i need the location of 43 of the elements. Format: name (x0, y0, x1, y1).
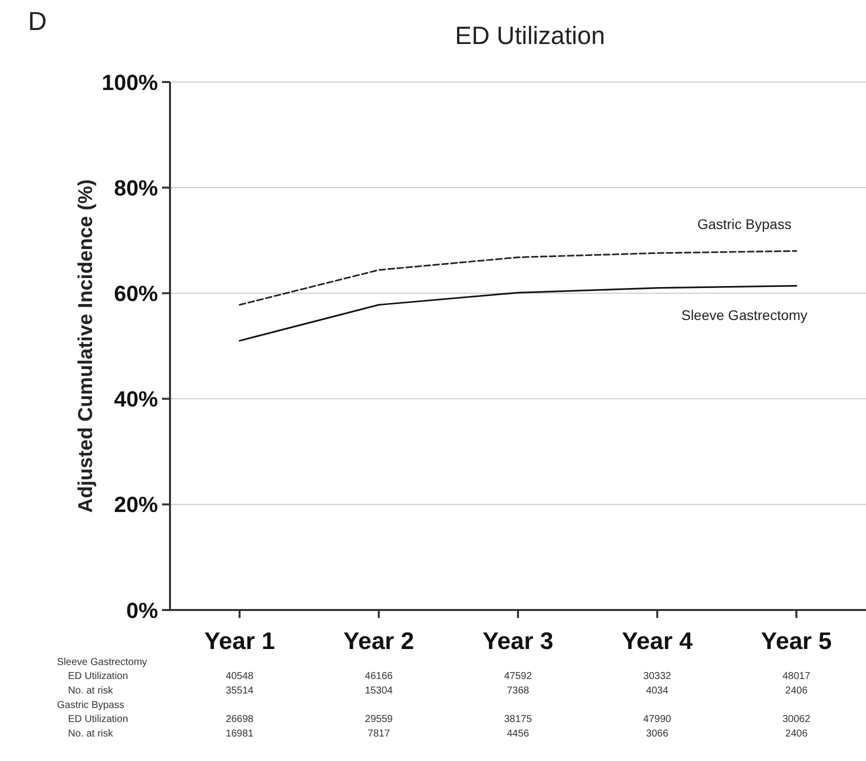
chart-title: ED Utilization (454, 22, 606, 50)
text: Gastric Bypass (57, 700, 124, 711)
text: 30062 (782, 714, 811, 725)
text: ED Utilization (68, 671, 128, 682)
y-tick-label: 60% (114, 281, 158, 306)
x-tick-label: Year 1 (204, 628, 275, 656)
x-tick-label: Year 4 (622, 628, 694, 656)
series-label: Sleeve Gastrectomy (681, 306, 808, 323)
text: 2406 (785, 686, 808, 696)
text: Sleeve Gastrectomy (57, 657, 148, 668)
y-tick-label: 20% (114, 492, 158, 518)
text: 16981 (226, 728, 254, 740)
y-tick-label: 40% (114, 386, 158, 412)
text: 3066 (646, 728, 669, 740)
text: 35514 (226, 686, 254, 696)
text: 30332 (643, 671, 672, 682)
line-series (238, 250, 798, 306)
text: 38175 (504, 714, 532, 725)
text: 46166 (364, 671, 394, 682)
text: D (28, 6, 47, 36)
text: 2406 (785, 728, 808, 740)
text: 26698 (226, 714, 254, 725)
text: 4456 (506, 728, 530, 740)
y-tick-label: 80% (114, 175, 158, 200)
text: 40548 (226, 671, 254, 682)
x-tick-label: Year 3 (482, 628, 554, 656)
text: 15304 (364, 686, 394, 696)
text: ED Utilization (68, 714, 128, 725)
series-label: Gastric Bypass (697, 216, 792, 232)
text: 48017 (782, 671, 811, 682)
text: 7368 (506, 686, 530, 696)
text: 4034 (646, 686, 669, 696)
text: 7817 (368, 728, 390, 740)
x-tick-label: Year 5 (761, 628, 832, 656)
x-tick-label: Year 2 (343, 628, 414, 656)
text: No. at risk (68, 728, 114, 740)
y-axis-title: Adjusted Cumulative Incidence (%) (75, 179, 97, 513)
text: 29559 (364, 714, 394, 725)
text: No. at risk (68, 686, 114, 696)
y-tick-label: 100% (102, 70, 158, 95)
text: 47592 (504, 671, 532, 682)
y-tick-label: 0% (126, 598, 158, 623)
text: 47990 (643, 714, 672, 725)
